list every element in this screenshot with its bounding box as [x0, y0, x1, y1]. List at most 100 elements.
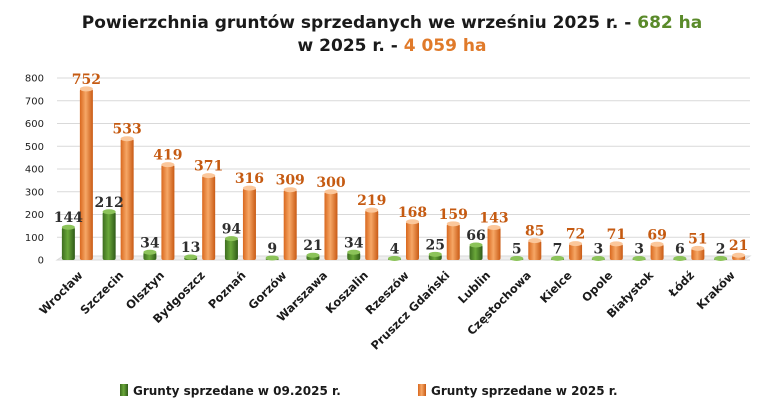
chart-title-line1: Powierzchnia gruntów sprzedanych we wrze… — [82, 13, 702, 33]
data-label-green: 9 — [267, 241, 277, 257]
bar-orange-16-top — [732, 252, 746, 258]
bar-green-15 — [673, 256, 687, 261]
bar-green-6 — [306, 252, 320, 260]
bar-orange-4-body — [242, 188, 256, 260]
data-label-orange: 85 — [525, 224, 544, 240]
bar-orange-8-body — [406, 221, 419, 260]
data-label-green: 144 — [54, 210, 83, 226]
bar-green-14 — [632, 256, 646, 261]
bar-orange-7 — [365, 207, 379, 260]
y-tick-label: 0 — [38, 256, 44, 267]
bar-orange-2-body — [161, 164, 175, 260]
bar-green-9-top — [428, 251, 442, 257]
bar-orange-5-top — [283, 187, 297, 193]
bar-green-3-top — [184, 254, 198, 260]
bar-green-0 — [61, 224, 75, 260]
x-tick-label: Wrocław — [36, 268, 85, 317]
y-tick-label: 500 — [25, 142, 44, 153]
y-tick-label: 700 — [25, 96, 44, 107]
bar-green-16 — [714, 256, 728, 261]
x-tick-label: Kielce — [537, 268, 575, 306]
bar-orange-5-body — [283, 189, 297, 260]
legend-swatch-orange — [418, 384, 426, 396]
bar-orange-9-top — [446, 221, 460, 227]
legend-label-green: Grunty sprzedane w 09.2025 r. — [133, 384, 341, 398]
bar-green-1-top — [102, 209, 116, 215]
bar-orange-13-top — [609, 241, 623, 247]
gridlines — [55, 77, 752, 261]
bar-orange-15-top — [691, 245, 705, 251]
chart-title-line2: w 2025 r. - 4 059 ha — [298, 36, 487, 56]
y-tick-label: 200 — [25, 210, 44, 221]
title-line1-prefix: Powierzchnia gruntów sprzedanych we wrze… — [82, 13, 637, 33]
bar-orange-14-body — [650, 244, 664, 260]
bar-orange-3-body — [202, 175, 216, 260]
data-label-orange: 219 — [357, 193, 386, 209]
bar-orange-8-top — [406, 219, 419, 225]
bar-orange-14-top — [650, 241, 664, 247]
title-line1-value: 682 ha — [637, 13, 702, 33]
bar-orange-5 — [283, 187, 297, 260]
bar-orange-1 — [120, 136, 134, 260]
x-tick-label: Lublin — [455, 268, 493, 306]
bar-green-12-top — [551, 255, 565, 261]
x-tick-label: Opole — [579, 268, 616, 305]
bar-orange-1-top — [120, 136, 134, 142]
data-label-orange: 51 — [688, 231, 707, 247]
data-label-green: 3 — [593, 242, 603, 258]
title-line2-prefix: w 2025 r. - — [298, 36, 404, 56]
data-label-orange: 309 — [276, 173, 305, 189]
bar-green-11 — [510, 256, 524, 261]
bar-orange-13 — [609, 241, 623, 260]
legend-swatch-green — [120, 384, 128, 396]
bar-orange-4-top — [242, 185, 256, 191]
bar-green-13-top — [591, 256, 605, 261]
bar-orange-0-top — [79, 86, 93, 92]
bar-green-11-top — [510, 256, 524, 261]
data-label-orange: 316 — [235, 171, 264, 187]
data-label-green: 25 — [426, 237, 445, 253]
bar-orange-6-body — [324, 191, 338, 260]
bar-orange-10-top — [487, 224, 501, 230]
data-label-orange: 69 — [647, 227, 666, 243]
bar-orange-0-body — [79, 88, 93, 260]
bar-green-1 — [102, 209, 116, 260]
x-tick-label: Kraków — [694, 268, 738, 312]
bar-green-6-top — [306, 252, 320, 258]
bar-green-16-top — [714, 256, 728, 261]
bar-orange-8 — [406, 219, 419, 260]
bar-green-4-top — [224, 236, 238, 242]
bar-green-5 — [265, 255, 279, 261]
bar-green-14-top — [632, 256, 646, 261]
data-label-orange: 752 — [72, 72, 101, 88]
bar-orange-0 — [79, 86, 93, 260]
data-label-green: 6 — [675, 242, 685, 258]
data-label-orange: 533 — [113, 122, 142, 138]
bar-orange-6-top — [324, 189, 338, 195]
data-label-orange: 159 — [439, 207, 468, 223]
x-tick-label: Poznań — [205, 268, 248, 311]
bar-orange-12-top — [569, 241, 583, 247]
bar-orange-7-body — [365, 210, 379, 260]
bar-green-10-top — [469, 242, 483, 248]
bar-orange-11 — [528, 238, 542, 260]
plot-area — [61, 86, 746, 261]
bar-orange-10-body — [487, 227, 501, 260]
bar-orange-11-body — [528, 240, 542, 260]
bar-green-8 — [388, 256, 401, 261]
y-tick-label: 100 — [25, 233, 44, 244]
data-label-green: 66 — [466, 228, 485, 244]
bar-green-3 — [184, 254, 198, 260]
bar-green-2-top — [143, 249, 157, 255]
bar-orange-14 — [650, 241, 664, 260]
data-label-green: 2 — [716, 242, 726, 258]
legend-label-orange: Grunty sprzedane w 2025 r. — [431, 384, 618, 398]
x-tick-label: Łódź — [665, 268, 697, 300]
bar-green-2 — [143, 249, 157, 260]
bar-orange-9-body — [446, 223, 460, 260]
bar-green-10 — [469, 242, 483, 260]
x-tick-label: Pruszcz Gdański — [368, 268, 452, 352]
bar-orange-11-top — [528, 238, 542, 244]
y-tick-label: 600 — [25, 119, 44, 130]
data-label-orange: 371 — [194, 159, 223, 175]
